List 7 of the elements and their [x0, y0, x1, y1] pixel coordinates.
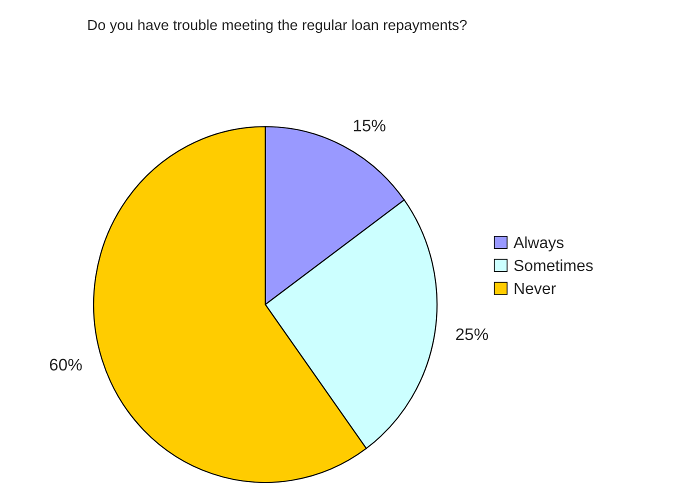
- chart-title: Do you have trouble meeting the regular loan repayments?: [88, 19, 467, 34]
- legend-label: Sometimes: [514, 259, 593, 272]
- legend-label: Always: [514, 236, 564, 252]
- data-label: 15%: [354, 120, 386, 132]
- data-label: 25%: [456, 328, 488, 340]
- legend-label: Never: [514, 282, 556, 294]
- data-label: 60%: [50, 358, 82, 371]
